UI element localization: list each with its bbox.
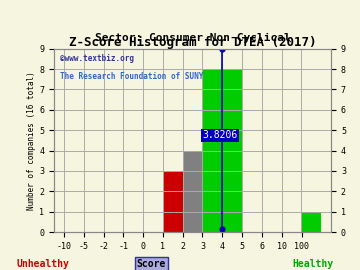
Text: Sector: Consumer Non-Cyclical: Sector: Consumer Non-Cyclical <box>95 33 291 43</box>
Text: Healthy: Healthy <box>293 259 334 269</box>
Bar <box>163 171 183 232</box>
Bar <box>301 212 321 232</box>
Text: Unhealthy: Unhealthy <box>17 259 69 269</box>
Title: Z-Score Histogram for DTEA (2017): Z-Score Histogram for DTEA (2017) <box>69 36 316 49</box>
Y-axis label: Number of companies (16 total): Number of companies (16 total) <box>27 71 36 210</box>
Text: ©www.textbiz.org: ©www.textbiz.org <box>59 54 134 63</box>
Bar <box>183 151 202 232</box>
Text: Score: Score <box>136 259 166 269</box>
Text: The Research Foundation of SUNY: The Research Foundation of SUNY <box>59 72 203 82</box>
Text: 3.8206: 3.8206 <box>203 130 238 140</box>
Bar <box>202 69 242 232</box>
